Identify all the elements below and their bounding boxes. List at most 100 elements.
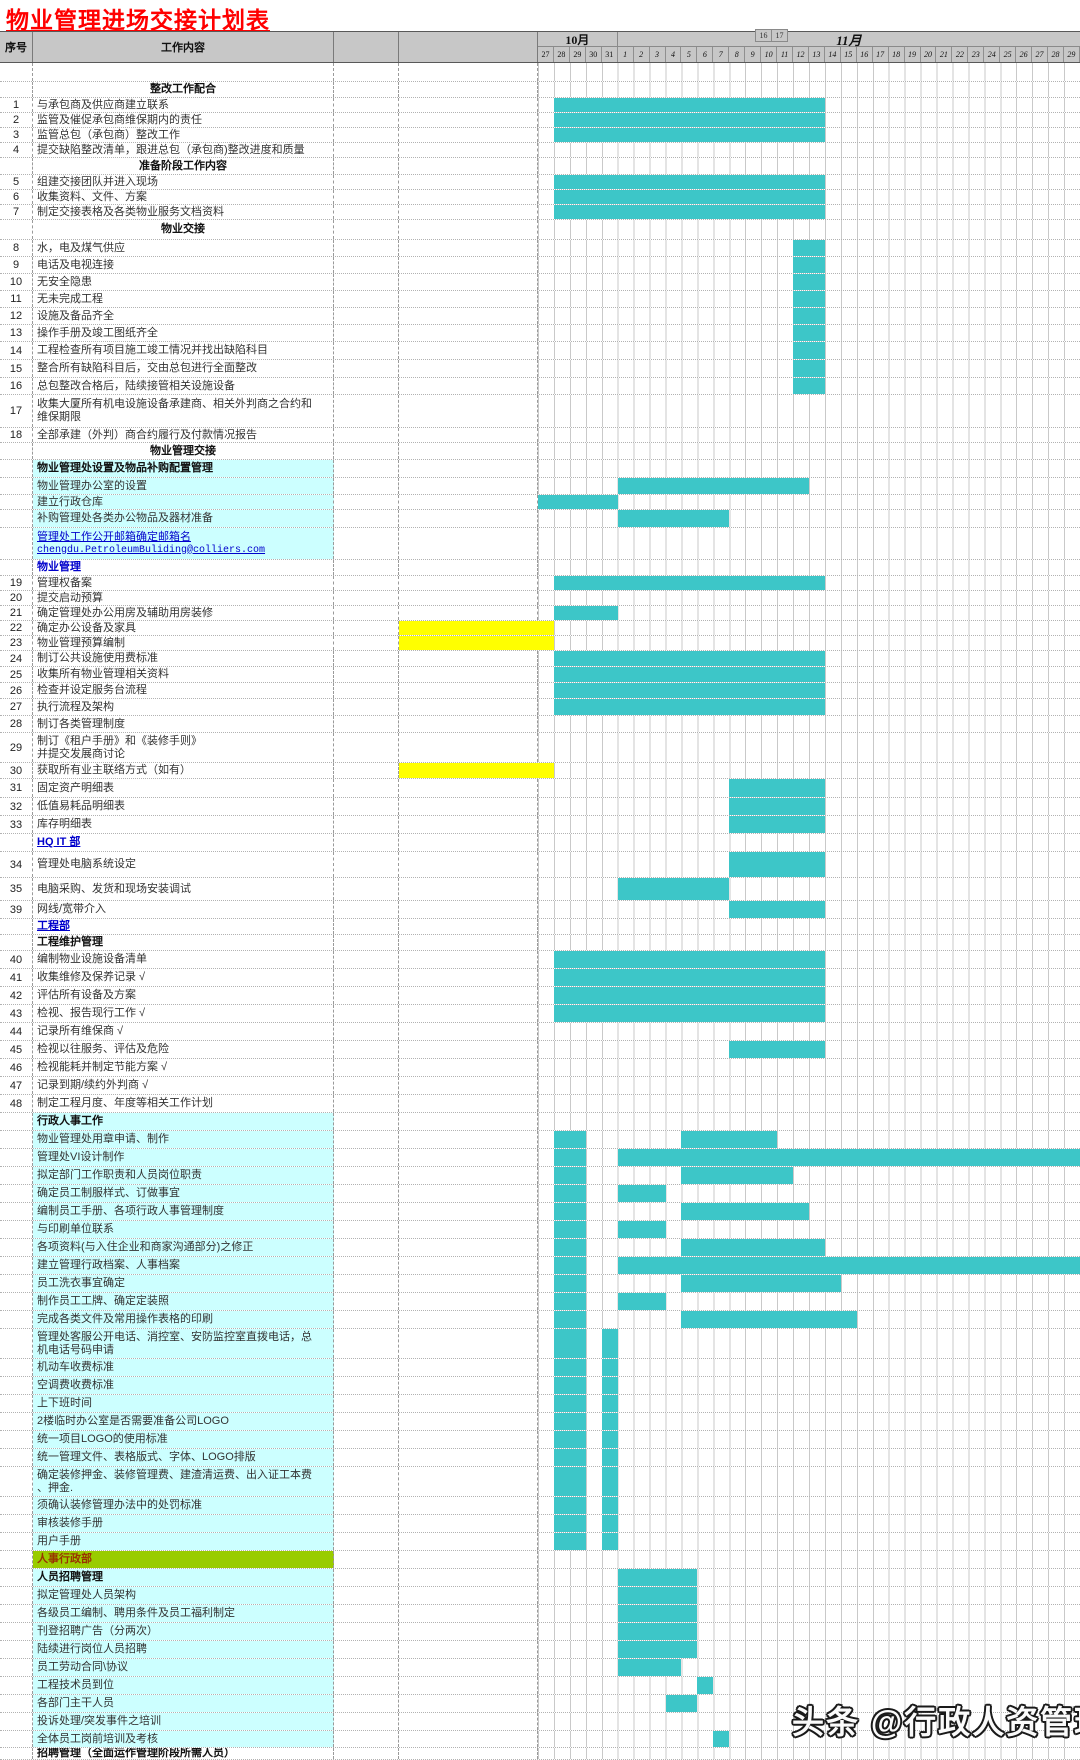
day-header-cell[interactable]: 25 xyxy=(1000,47,1017,62)
row-number-cell[interactable]: 21 xyxy=(0,606,33,620)
section-label-cell[interactable]: 管理处工作公开邮箱确定邮箱名 chengdu.PetroleumBuliding@… xyxy=(33,528,334,559)
section-label-cell[interactable] xyxy=(33,63,334,81)
section-label-cell[interactable]: HQ IT 部 xyxy=(33,834,334,851)
col-header-note-a[interactable] xyxy=(334,32,399,62)
row-number-cell[interactable] xyxy=(0,1203,33,1220)
section-label-cell[interactable]: 物业管理处用章申请、制作 xyxy=(33,1131,334,1148)
row-number-cell[interactable] xyxy=(0,1395,33,1412)
note-cell-b[interactable] xyxy=(399,1113,538,1130)
note-cell-b[interactable] xyxy=(399,1059,538,1076)
note-cell-b[interactable] xyxy=(399,63,538,81)
task-label-cell[interactable]: 物业管理预算编制 xyxy=(33,636,334,650)
row-number-cell[interactable] xyxy=(0,560,33,575)
row-number-cell[interactable] xyxy=(0,1311,33,1328)
note-cell-a[interactable] xyxy=(334,1185,399,1202)
note-cell-a[interactable] xyxy=(334,935,399,950)
day-header-cell[interactable]: 20 xyxy=(921,47,937,62)
note-cell-b[interactable] xyxy=(399,878,538,900)
month-header-october[interactable]: 10月 xyxy=(538,32,618,47)
note-cell-a[interactable] xyxy=(334,1377,399,1394)
section-label-cell[interactable]: 与印刷单位联系 xyxy=(33,1221,334,1238)
note-cell-b[interactable] xyxy=(399,1329,538,1358)
note-cell-b[interactable] xyxy=(399,852,538,877)
note-cell-a[interactable] xyxy=(334,798,399,815)
note-cell-b[interactable] xyxy=(399,816,538,833)
section-label-cell[interactable]: 机动车收费标准 xyxy=(33,1359,334,1376)
note-cell-a[interactable] xyxy=(334,1257,399,1274)
task-label-cell[interactable]: 电话及电视连接 xyxy=(33,257,334,273)
note-cell-b[interactable] xyxy=(399,576,538,590)
note-cell-b[interactable] xyxy=(399,935,538,950)
gantt-grid-cell[interactable] xyxy=(538,621,1080,635)
note-cell-b[interactable] xyxy=(399,1431,538,1448)
task-label-cell[interactable]: 整合所有缺陷科目后，交由总包进行全面整改 xyxy=(33,360,334,377)
note-cell-b[interactable] xyxy=(399,1551,538,1568)
note-cell-a[interactable] xyxy=(334,834,399,851)
gantt-grid-cell[interactable] xyxy=(538,1077,1080,1094)
row-number-cell[interactable]: 27 xyxy=(0,699,33,715)
task-label-cell[interactable]: 组建交接团队并进入现场 xyxy=(33,175,334,189)
note-cell-b[interactable] xyxy=(399,1467,538,1496)
section-label-cell[interactable]: 管理处VI设计制作 xyxy=(33,1149,334,1166)
note-cell-a[interactable] xyxy=(334,1059,399,1076)
section-label-cell[interactable]: 物业管理 xyxy=(33,560,334,575)
day-header-cell[interactable]: 18 xyxy=(889,47,905,62)
day-header-cell[interactable]: 17 xyxy=(873,47,889,62)
note-cell-b[interactable] xyxy=(399,1623,538,1640)
note-cell-a[interactable] xyxy=(334,274,399,290)
note-cell-b[interactable] xyxy=(399,113,538,127)
gantt-grid-cell[interactable] xyxy=(538,143,1080,157)
note-cell-a[interactable] xyxy=(334,395,399,427)
row-number-cell[interactable] xyxy=(0,1467,33,1496)
row-number-cell[interactable]: 18 xyxy=(0,428,33,442)
section-label-cell[interactable]: 物业交接 xyxy=(33,220,334,239)
note-cell-a[interactable] xyxy=(334,1515,399,1532)
note-cell-b[interactable] xyxy=(399,1605,538,1622)
task-label-cell[interactable]: 操作手册及竣工图纸齐全 xyxy=(33,325,334,341)
task-label-cell[interactable]: 提交缺陷整改清单，跟进总包（承包商)整改进度和质量 xyxy=(33,143,334,157)
note-cell-a[interactable] xyxy=(334,1569,399,1586)
row-number-cell[interactable] xyxy=(0,495,33,509)
note-cell-a[interactable] xyxy=(334,591,399,605)
note-cell-a[interactable] xyxy=(334,443,399,459)
row-number-cell[interactable]: 25 xyxy=(0,667,33,682)
row-number-cell[interactable] xyxy=(0,1167,33,1184)
note-cell-a[interactable] xyxy=(334,733,399,762)
day-header-cell[interactable]: 29 xyxy=(570,47,586,62)
note-cell-a[interactable] xyxy=(334,378,399,394)
note-cell-b[interactable] xyxy=(399,699,538,715)
row-number-cell[interactable] xyxy=(0,460,33,477)
day-header-cell[interactable]: 2 xyxy=(634,47,650,62)
section-label-cell[interactable]: 建立管理行政档案、人事档案 xyxy=(33,1257,334,1274)
note-cell-b[interactable] xyxy=(399,1149,538,1166)
note-cell-b[interactable] xyxy=(399,1203,538,1220)
row-number-cell[interactable]: 6 xyxy=(0,190,33,204)
task-label-cell[interactable]: 制订各类管理制度 xyxy=(33,716,334,732)
row-number-cell[interactable] xyxy=(0,1659,33,1676)
row-number-cell[interactable] xyxy=(0,1275,33,1292)
note-cell-b[interactable] xyxy=(399,1275,538,1292)
day-header-cell[interactable]: 6 xyxy=(697,47,714,62)
day-header-cell[interactable]: 12 xyxy=(793,47,809,62)
note-cell-a[interactable] xyxy=(334,1659,399,1676)
row-number-cell[interactable] xyxy=(0,1515,33,1532)
note-cell-a[interactable] xyxy=(334,1293,399,1310)
note-cell-a[interactable] xyxy=(334,342,399,359)
note-cell-a[interactable] xyxy=(334,1275,399,1292)
day-header-cell[interactable]: 22 xyxy=(952,47,969,62)
note-cell-a[interactable] xyxy=(334,98,399,112)
note-cell-b[interactable] xyxy=(399,969,538,986)
task-label-cell[interactable]: 监管及催促承包商维保期内的责任 xyxy=(33,113,334,127)
note-cell-a[interactable] xyxy=(334,1587,399,1604)
row-number-cell[interactable] xyxy=(0,1695,33,1712)
gantt-grid-cell[interactable] xyxy=(538,1329,1080,1358)
section-label-cell[interactable]: 审核装修手册 xyxy=(33,1515,334,1532)
section-label-cell[interactable]: 刊登招聘广告（分两次） xyxy=(33,1623,334,1640)
note-cell-a[interactable] xyxy=(334,901,399,918)
section-label-cell[interactable]: 物业管理处设置及物品补购配置管理 xyxy=(33,460,334,477)
task-label-cell[interactable]: 管理处电脑系统设定 xyxy=(33,852,334,877)
note-cell-b[interactable] xyxy=(399,510,538,527)
note-cell-a[interactable] xyxy=(334,1149,399,1166)
month-header-november[interactable]: 11月 xyxy=(617,32,1080,48)
row-number-cell[interactable]: 44 xyxy=(0,1023,33,1040)
